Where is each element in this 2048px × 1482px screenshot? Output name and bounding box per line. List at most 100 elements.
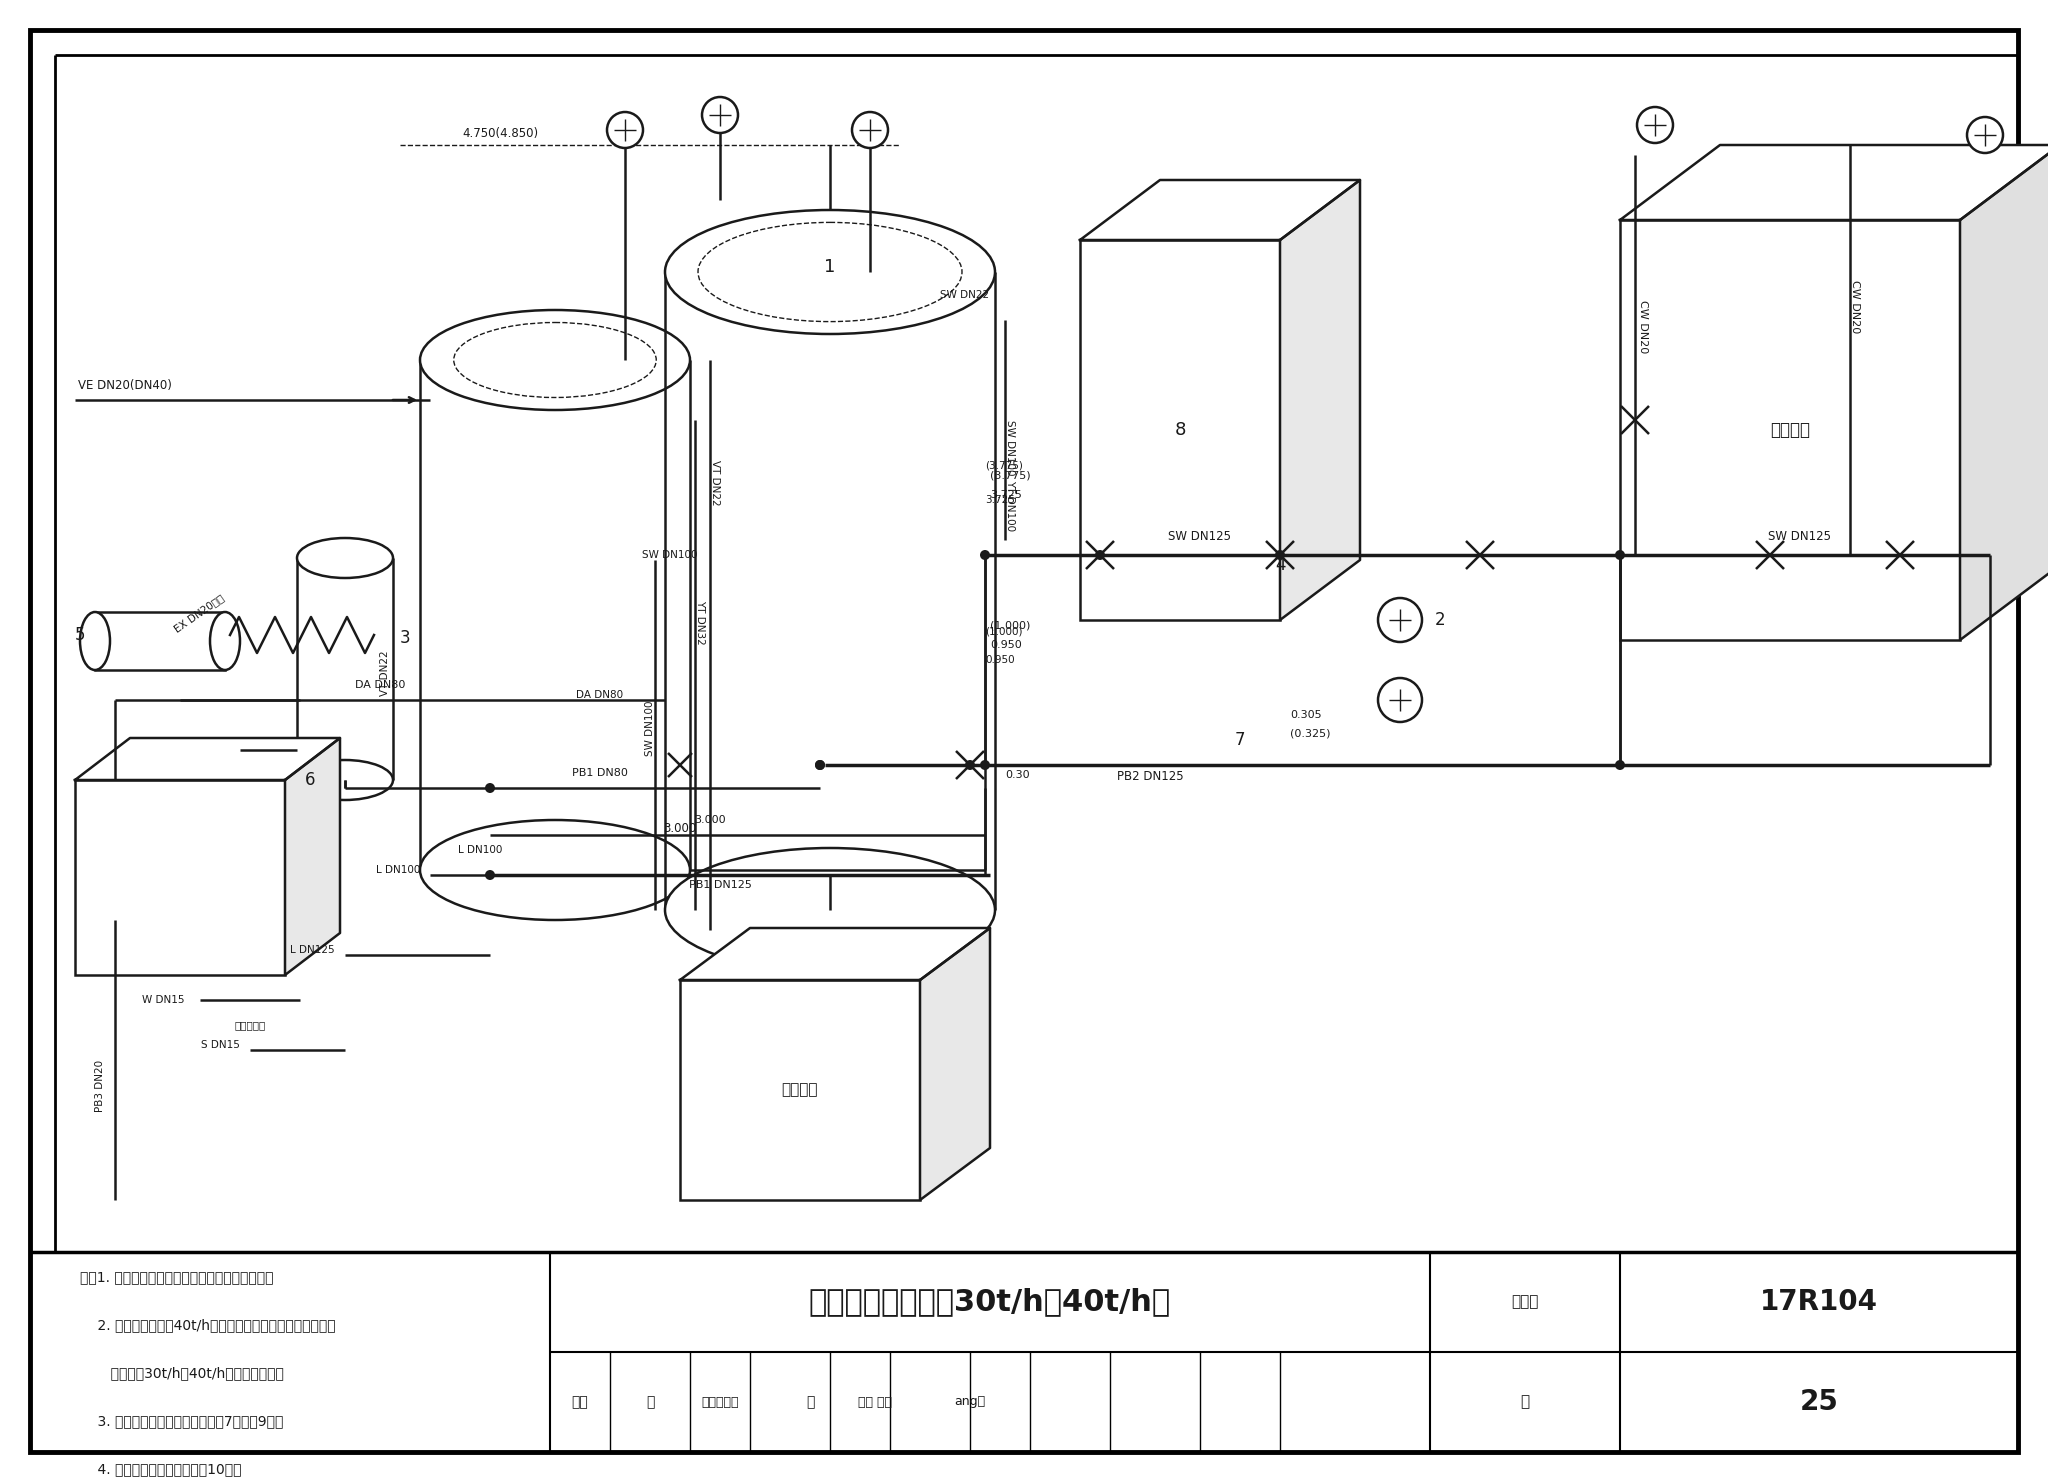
Text: L DN100: L DN100 (375, 865, 420, 874)
Text: (3.775): (3.775) (989, 470, 1030, 480)
Text: DA DN80: DA DN80 (575, 691, 623, 700)
Circle shape (815, 760, 825, 771)
Text: 5: 5 (76, 625, 86, 645)
Ellipse shape (297, 760, 393, 800)
Text: SW DN125: SW DN125 (1769, 531, 1831, 542)
Circle shape (702, 96, 737, 133)
Ellipse shape (666, 848, 995, 972)
Bar (1079, 240, 1280, 619)
Text: 3: 3 (399, 628, 410, 648)
Text: (1.000): (1.000) (989, 619, 1030, 630)
Text: EX DN20排热: EX DN20排热 (172, 593, 225, 634)
Text: 设计 刘达: 设计 刘达 (858, 1396, 893, 1408)
Circle shape (606, 113, 643, 148)
Bar (1620, 219, 1960, 640)
Polygon shape (1079, 179, 1360, 240)
Text: SW DN100: SW DN100 (1006, 419, 1016, 476)
Text: 8: 8 (1174, 421, 1186, 439)
Text: 枷: 枷 (805, 1395, 815, 1409)
Text: 注：1. 真空抽气管与真空泵进气管接口对焊焊接。: 注：1. 真空抽气管与真空泵进气管接口对焊焊接。 (80, 1270, 274, 1283)
Circle shape (1378, 599, 1421, 642)
Circle shape (1636, 107, 1673, 142)
Bar (94, 612, 225, 670)
Text: 4.750(4.850): 4.750(4.850) (463, 127, 539, 139)
Bar (76, 780, 285, 975)
Text: SW DN100: SW DN100 (645, 700, 655, 756)
Text: SW DN22: SW DN22 (940, 290, 989, 299)
Text: 图集号: 图集号 (1511, 1294, 1538, 1310)
Text: ang达: ang达 (954, 1396, 985, 1408)
Text: S DN15: S DN15 (201, 1040, 240, 1051)
Text: 0.30: 0.30 (1006, 771, 1030, 780)
Text: (3.775): (3.775) (985, 459, 1022, 470)
Text: YT DN32: YT DN32 (694, 600, 705, 645)
Text: W DN15: W DN15 (143, 994, 184, 1005)
Ellipse shape (666, 210, 995, 333)
Circle shape (981, 550, 989, 560)
Text: 页: 页 (1520, 1395, 1530, 1409)
Text: 2. 括号内尺寸表示40t/h除氧系统对应的设备及管道尺寸，: 2. 括号内尺寸表示40t/h除氧系统对应的设备及管道尺寸， (80, 1317, 336, 1332)
Text: SW DN125: SW DN125 (1169, 531, 1231, 542)
Bar (680, 980, 920, 1200)
Text: CW DN20: CW DN20 (1849, 280, 1860, 333)
Circle shape (485, 782, 496, 793)
Circle shape (1276, 550, 1284, 560)
Text: 审核: 审核 (571, 1395, 588, 1409)
Polygon shape (680, 928, 989, 980)
Text: PB1 DN80: PB1 DN80 (571, 768, 629, 778)
Text: (0.325): (0.325) (1290, 728, 1331, 738)
Text: 0.950: 0.950 (985, 655, 1014, 665)
Text: 校对安玉生: 校对安玉生 (700, 1396, 739, 1408)
Text: L DN100: L DN100 (459, 845, 502, 855)
Circle shape (485, 870, 496, 880)
Text: 0.950: 0.950 (989, 640, 1022, 651)
Circle shape (1616, 760, 1624, 771)
Circle shape (965, 760, 975, 771)
Circle shape (1616, 550, 1624, 560)
Text: 4: 4 (1274, 556, 1286, 574)
Text: 管道连接示意图（30t/h、40t/h）: 管道连接示意图（30t/h、40t/h） (809, 1288, 1171, 1316)
Polygon shape (1620, 145, 2048, 219)
Text: VT DN22: VT DN22 (711, 459, 721, 505)
Circle shape (815, 760, 825, 771)
Text: YT DN100: YT DN100 (1006, 480, 1016, 531)
Text: SW DN100: SW DN100 (643, 550, 698, 560)
Circle shape (981, 760, 989, 771)
Text: PB1 DN125: PB1 DN125 (688, 880, 752, 891)
Ellipse shape (80, 612, 111, 670)
Text: 软化水箱: 软化水箱 (1769, 421, 1810, 439)
Text: VT DN22: VT DN22 (381, 651, 389, 695)
Ellipse shape (420, 820, 690, 920)
Text: 轴: 轴 (645, 1395, 653, 1409)
Text: 25: 25 (1800, 1389, 1839, 1415)
Text: 2: 2 (1436, 611, 1446, 628)
Text: 3.000: 3.000 (664, 823, 696, 834)
Text: 3.725: 3.725 (989, 491, 1022, 499)
Polygon shape (285, 738, 340, 975)
Text: 0.305: 0.305 (1290, 710, 1321, 720)
Text: CW DN20: CW DN20 (1638, 299, 1649, 353)
Polygon shape (76, 738, 340, 780)
Text: DA DN80: DA DN80 (354, 680, 406, 691)
Text: VE DN20(DN40): VE DN20(DN40) (78, 379, 172, 393)
Ellipse shape (420, 310, 690, 411)
Text: (1.000): (1.000) (985, 627, 1022, 637)
Text: 其他尺寸30t/h、40t/h除氧系统相同。: 其他尺寸30t/h、40t/h除氧系统相同。 (80, 1366, 285, 1380)
Text: 4. 管道名称及管段号详见第10页。: 4. 管道名称及管段号详见第10页。 (80, 1463, 242, 1476)
Text: 1: 1 (823, 258, 836, 276)
Polygon shape (1280, 179, 1360, 619)
Text: 3.725: 3.725 (985, 495, 1016, 505)
Text: 17R104: 17R104 (1759, 1288, 1878, 1316)
Circle shape (1378, 677, 1421, 722)
Text: PB3 DN20: PB3 DN20 (94, 1060, 104, 1112)
Circle shape (1966, 117, 2003, 153)
Text: 除氧水箱: 除氧水箱 (782, 1082, 819, 1098)
Text: 6: 6 (305, 771, 315, 788)
Text: L DN125: L DN125 (291, 946, 336, 954)
Polygon shape (1960, 145, 2048, 640)
Ellipse shape (297, 538, 393, 578)
Text: 7: 7 (1235, 731, 1245, 748)
Ellipse shape (211, 612, 240, 670)
Text: 3. 设备名称、编号及图例详见第7页、第9页。: 3. 设备名称、编号及图例详见第7页、第9页。 (80, 1414, 283, 1429)
Circle shape (1096, 550, 1106, 560)
